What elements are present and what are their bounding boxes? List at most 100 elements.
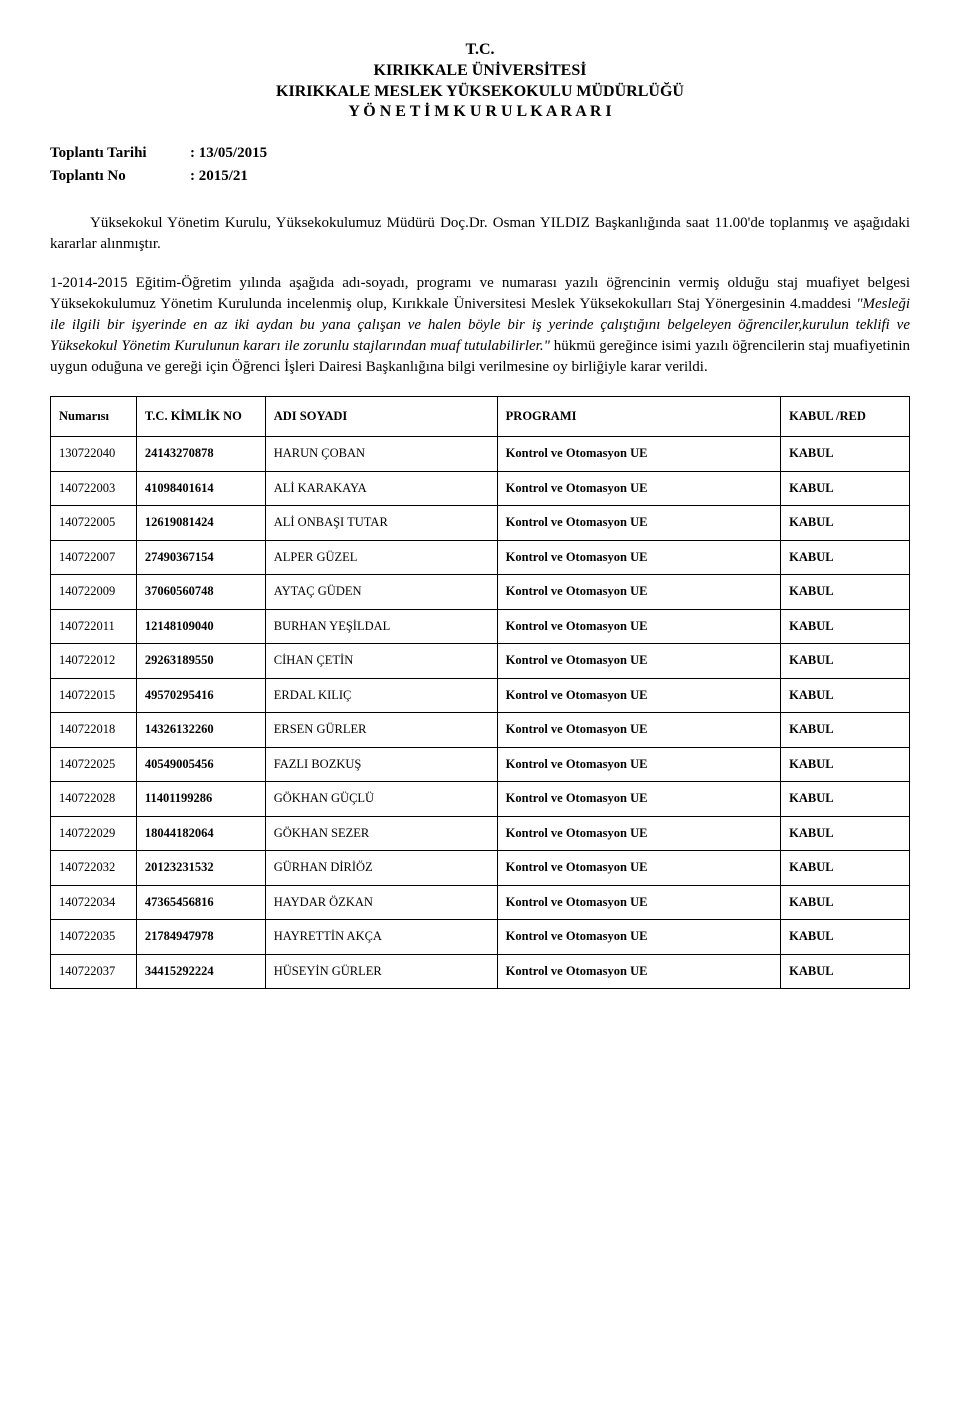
meeting-no-label: Toplantı No bbox=[50, 166, 190, 187]
table-row: 14072203521784947978HAYRETTİN AKÇAKontro… bbox=[51, 920, 910, 955]
table-cell: KABUL bbox=[781, 575, 910, 610]
table-cell: GÖKHAN GÜÇLÜ bbox=[265, 782, 497, 817]
table-cell: Kontrol ve Otomasyon UE bbox=[497, 816, 780, 851]
table-cell: ALİ KARAKAYA bbox=[265, 471, 497, 506]
col-header-program: PROGRAMI bbox=[497, 397, 780, 437]
document-header: T.C. KIRIKKALE ÜNİVERSİTESİ KIRIKKALE ME… bbox=[50, 40, 910, 123]
table-cell: KABUL bbox=[781, 954, 910, 989]
decision-paragraph: 1-2014-2015 Eğitim-Öğretim yılında aşağı… bbox=[50, 273, 910, 378]
meeting-date-row: Toplantı Tarihi : 13/05/2015 bbox=[50, 143, 910, 164]
intro-paragraph: Yüksekokul Yönetim Kurulu, Yüksekokulumu… bbox=[50, 213, 910, 255]
table-cell: 140722025 bbox=[51, 747, 137, 782]
table-row: 14072201112148109040BURHAN YEŞİLDALKontr… bbox=[51, 609, 910, 644]
col-header-status: KABUL /RED bbox=[781, 397, 910, 437]
meeting-no-value: : 2015/21 bbox=[190, 166, 248, 187]
table-cell: 49570295416 bbox=[136, 678, 265, 713]
students-table: Numarısı T.C. KİMLİK NO ADI SOYADI PROGR… bbox=[50, 396, 910, 989]
table-cell: 140722034 bbox=[51, 885, 137, 920]
table-row: 14072201549570295416ERDAL KILIÇKontrol v… bbox=[51, 678, 910, 713]
table-row: 14072200727490367154ALPER GÜZELKontrol v… bbox=[51, 540, 910, 575]
table-cell: Kontrol ve Otomasyon UE bbox=[497, 954, 780, 989]
table-cell: HAYRETTİN AKÇA bbox=[265, 920, 497, 955]
table-cell: 140722028 bbox=[51, 782, 137, 817]
table-cell: KABUL bbox=[781, 885, 910, 920]
table-cell: 47365456816 bbox=[136, 885, 265, 920]
table-cell: Kontrol ve Otomasyon UE bbox=[497, 713, 780, 748]
col-header-number: Numarısı bbox=[51, 397, 137, 437]
table-cell: 20123231532 bbox=[136, 851, 265, 886]
table-cell: KABUL bbox=[781, 540, 910, 575]
table-cell: 12148109040 bbox=[136, 609, 265, 644]
table-cell: KABUL bbox=[781, 920, 910, 955]
table-row: 14072202811401199286GÖKHAN GÜÇLÜKontrol … bbox=[51, 782, 910, 817]
table-cell: BURHAN YEŞİLDAL bbox=[265, 609, 497, 644]
col-header-tc: T.C. KİMLİK NO bbox=[136, 397, 265, 437]
table-cell: KABUL bbox=[781, 437, 910, 472]
table-cell: 140722003 bbox=[51, 471, 137, 506]
table-cell: 140722029 bbox=[51, 816, 137, 851]
table-cell: HAYDAR ÖZKAN bbox=[265, 885, 497, 920]
table-cell: 18044182064 bbox=[136, 816, 265, 851]
table-cell: 140722037 bbox=[51, 954, 137, 989]
header-line-tc: T.C. bbox=[50, 40, 910, 61]
table-cell: 130722040 bbox=[51, 437, 137, 472]
table-row: 14072200937060560748AYTAÇ GÜDENKontrol v… bbox=[51, 575, 910, 610]
table-cell: 140722018 bbox=[51, 713, 137, 748]
header-line-university: KIRIKKALE ÜNİVERSİTESİ bbox=[50, 61, 910, 82]
table-cell: 29263189550 bbox=[136, 644, 265, 679]
table-cell: 34415292224 bbox=[136, 954, 265, 989]
table-cell: 40549005456 bbox=[136, 747, 265, 782]
table-cell: AYTAÇ GÜDEN bbox=[265, 575, 497, 610]
table-cell: 37060560748 bbox=[136, 575, 265, 610]
table-cell: KABUL bbox=[781, 851, 910, 886]
table-cell: ALİ ONBAŞI TUTAR bbox=[265, 506, 497, 541]
table-cell: Kontrol ve Otomasyon UE bbox=[497, 920, 780, 955]
table-row: 14072201814326132260ERSEN GÜRLERKontrol … bbox=[51, 713, 910, 748]
table-row: 14072203220123231532GÜRHAN DİRİÖZKontrol… bbox=[51, 851, 910, 886]
table-cell: Kontrol ve Otomasyon UE bbox=[497, 609, 780, 644]
table-cell: CİHAN ÇETİN bbox=[265, 644, 497, 679]
table-cell: Kontrol ve Otomasyon UE bbox=[497, 575, 780, 610]
table-row: 14072202540549005456FAZLI BOZKUŞKontrol … bbox=[51, 747, 910, 782]
table-body: 13072204024143270878HARUN ÇOBANKontrol v… bbox=[51, 437, 910, 989]
table-cell: Kontrol ve Otomasyon UE bbox=[497, 678, 780, 713]
intro-text: Yüksekokul Yönetim Kurulu, Yüksekokulumu… bbox=[50, 215, 910, 252]
table-cell: KABUL bbox=[781, 678, 910, 713]
table-cell: 27490367154 bbox=[136, 540, 265, 575]
table-cell: FAZLI BOZKUŞ bbox=[265, 747, 497, 782]
table-cell: Kontrol ve Otomasyon UE bbox=[497, 506, 780, 541]
table-cell: 140722009 bbox=[51, 575, 137, 610]
table-cell: ERSEN GÜRLER bbox=[265, 713, 497, 748]
table-cell: ALPER GÜZEL bbox=[265, 540, 497, 575]
table-cell: 140722011 bbox=[51, 609, 137, 644]
table-cell: 140722012 bbox=[51, 644, 137, 679]
table-cell: KABUL bbox=[781, 782, 910, 817]
table-cell: 140722032 bbox=[51, 851, 137, 886]
table-cell: 24143270878 bbox=[136, 437, 265, 472]
table-cell: KABUL bbox=[781, 816, 910, 851]
table-cell: Kontrol ve Otomasyon UE bbox=[497, 437, 780, 472]
decision-text-1: 1-2014-2015 Eğitim-Öğretim yılında aşağı… bbox=[50, 275, 910, 312]
table-cell: 140722005 bbox=[51, 506, 137, 541]
table-cell: 140722007 bbox=[51, 540, 137, 575]
table-cell: 41098401614 bbox=[136, 471, 265, 506]
table-row: 14072202918044182064GÖKHAN SEZERKontrol … bbox=[51, 816, 910, 851]
table-row: 13072204024143270878HARUN ÇOBANKontrol v… bbox=[51, 437, 910, 472]
table-cell: Kontrol ve Otomasyon UE bbox=[497, 747, 780, 782]
table-cell: KABUL bbox=[781, 644, 910, 679]
col-header-name: ADI SOYADI bbox=[265, 397, 497, 437]
table-header-row: Numarısı T.C. KİMLİK NO ADI SOYADI PROGR… bbox=[51, 397, 910, 437]
table-cell: Kontrol ve Otomasyon UE bbox=[497, 471, 780, 506]
table-cell: 11401199286 bbox=[136, 782, 265, 817]
table-cell: KABUL bbox=[781, 609, 910, 644]
table-cell: GÖKHAN SEZER bbox=[265, 816, 497, 851]
table-row: 14072201229263189550CİHAN ÇETİNKontrol v… bbox=[51, 644, 910, 679]
table-cell: 14326132260 bbox=[136, 713, 265, 748]
meeting-date-value: : 13/05/2015 bbox=[190, 143, 267, 164]
meeting-date-label: Toplantı Tarihi bbox=[50, 143, 190, 164]
table-cell: KABUL bbox=[781, 506, 910, 541]
table-cell: ERDAL KILIÇ bbox=[265, 678, 497, 713]
table-cell: KABUL bbox=[781, 713, 910, 748]
table-cell: Kontrol ve Otomasyon UE bbox=[497, 851, 780, 886]
table-cell: Kontrol ve Otomasyon UE bbox=[497, 782, 780, 817]
